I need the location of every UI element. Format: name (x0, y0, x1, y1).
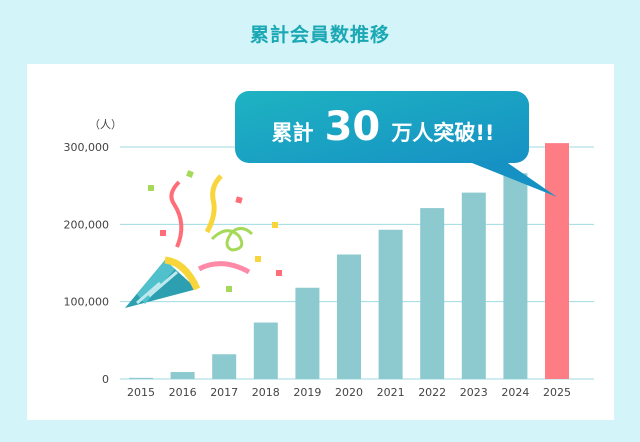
y-tick-label: 200,000 (64, 218, 110, 231)
bar-2016 (170, 372, 195, 379)
bar-2019 (295, 287, 320, 379)
x-axis-ticks: 2015 2016 2017 2018 2019 2020 2021 2022 2023 2024… (127, 386, 571, 399)
x-tick-label: 2019 (293, 386, 321, 399)
x-tick-label: 2018 (252, 386, 280, 399)
x-tick-label: 2015 (127, 386, 155, 399)
bars (129, 143, 569, 379)
callout-text-prefix: 累計 (271, 121, 313, 145)
y-tick-label: 0 (102, 373, 109, 386)
callout-number: 30 (325, 104, 381, 150)
callout-text-suffix: 万人突破!! (390, 121, 494, 145)
bar-2022 (420, 208, 445, 379)
x-tick-label: 2025 (543, 386, 571, 399)
bar-2024 (503, 173, 528, 379)
x-tick-label: 2020 (335, 386, 363, 399)
x-tick-label: 2017 (210, 386, 238, 399)
x-tick-label: 2023 (460, 386, 488, 399)
bar-2020 (337, 254, 361, 379)
bar-2017 (212, 354, 237, 379)
party-popper-icon (125, 170, 282, 308)
y-axis-ticks: 0 100,000 200,000 300,000 (64, 141, 110, 386)
y-tick-label: 100,000 (64, 296, 110, 309)
callout-bubble: 累計 30 万人突破!! (235, 91, 557, 197)
bar-2018 (253, 322, 278, 379)
bar-2015 (129, 377, 153, 379)
x-tick-label: 2024 (501, 386, 529, 399)
bar-2025 (545, 143, 569, 379)
chart-card: 0 100,000 200,000 300,000 （人） 2015 2016 2017 2… (27, 64, 614, 420)
x-tick-label: 2021 (377, 386, 405, 399)
bar-2021 (378, 229, 403, 379)
y-tick-label: 300,000 (64, 141, 110, 154)
x-tick-label: 2016 (169, 386, 197, 399)
y-axis-unit: （人） (89, 118, 122, 131)
bar-2023 (461, 192, 486, 379)
x-tick-label: 2022 (418, 386, 446, 399)
svg-text:累計 30 万人突破!!: 累計 30 万人突破!! (271, 104, 494, 150)
chart-title: 累計会員数推移 (249, 24, 390, 46)
